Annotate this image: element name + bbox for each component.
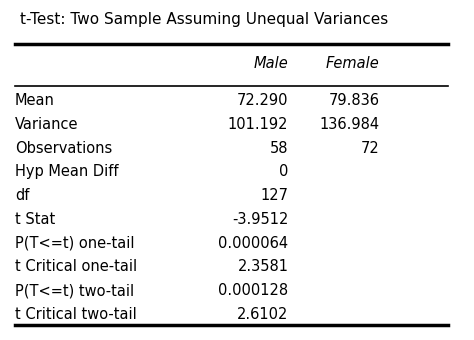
Text: 79.836: 79.836 xyxy=(328,93,380,108)
Text: t Critical two-tail: t Critical two-tail xyxy=(15,307,137,322)
Text: Hyp Mean Diff: Hyp Mean Diff xyxy=(15,164,118,179)
Text: df: df xyxy=(15,188,29,203)
Text: P(T<=t) two-tail: P(T<=t) two-tail xyxy=(15,283,134,298)
Text: Mean: Mean xyxy=(15,93,55,108)
Text: -3.9512: -3.9512 xyxy=(232,212,289,227)
Text: Male: Male xyxy=(254,56,289,71)
Text: 101.192: 101.192 xyxy=(228,117,289,132)
Text: 0.000128: 0.000128 xyxy=(219,283,289,298)
Text: 2.3581: 2.3581 xyxy=(237,259,289,274)
Text: 72.290: 72.290 xyxy=(237,93,289,108)
Text: Observations: Observations xyxy=(15,140,112,155)
Text: Female: Female xyxy=(326,56,380,71)
Text: t Stat: t Stat xyxy=(15,212,55,227)
Text: 127: 127 xyxy=(260,188,289,203)
Text: 0.000064: 0.000064 xyxy=(219,236,289,251)
Text: 0: 0 xyxy=(279,164,289,179)
Text: 72: 72 xyxy=(361,140,380,155)
Text: Variance: Variance xyxy=(15,117,79,132)
Text: 136.984: 136.984 xyxy=(319,117,380,132)
Text: P(T<=t) one-tail: P(T<=t) one-tail xyxy=(15,236,135,251)
Text: t-Test: Two Sample Assuming Unequal Variances: t-Test: Two Sample Assuming Unequal Vari… xyxy=(19,12,388,27)
Text: 58: 58 xyxy=(270,140,289,155)
Text: 2.6102: 2.6102 xyxy=(237,307,289,322)
Text: t Critical one-tail: t Critical one-tail xyxy=(15,259,137,274)
